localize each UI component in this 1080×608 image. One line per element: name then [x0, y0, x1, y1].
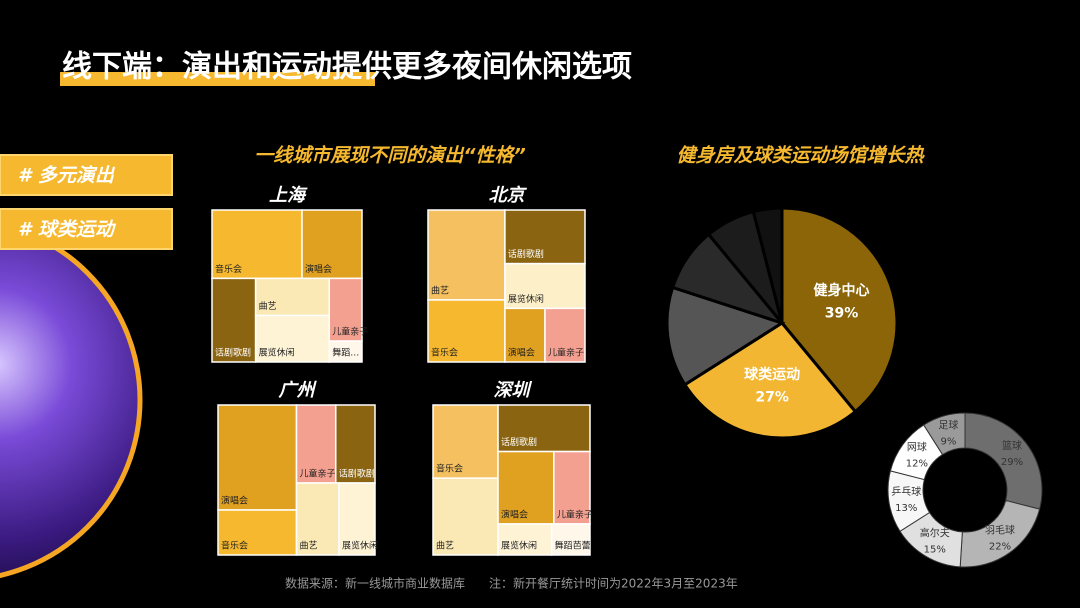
slice-label: 羽毛球: [985, 524, 1015, 537]
treemap-cell: [295, 482, 340, 556]
treemap-cell: [497, 523, 553, 556]
source-note: 数据来源：新一线城市商业数据库 注：新开餐厅统计时间为2022年3月至2023年: [285, 576, 738, 591]
pie-slice: [665, 285, 786, 387]
donut-segment: [964, 412, 1043, 510]
value-label: 15%: [924, 545, 946, 556]
cell-label: 演唱会: [501, 508, 528, 520]
cell-label: 儿童亲子: [332, 326, 368, 338]
treemap-cell: [217, 404, 298, 511]
tag-box: [0, 208, 173, 250]
cell-label: 展览休闲: [501, 540, 537, 552]
treemap-cell: [295, 404, 337, 484]
cell-label: 曲艺: [300, 541, 318, 552]
pie-slice: [682, 321, 858, 440]
treemap-cell: [504, 262, 586, 310]
cell-label: 儿童亲子: [300, 468, 336, 480]
cell-label: 话剧歌剧: [508, 248, 544, 260]
cell-label: 展览休闲: [508, 293, 544, 305]
cell-label: 舞蹈芭蕾: [555, 540, 591, 552]
chart-title: 健身房及球类运动场馆增长热: [676, 145, 925, 167]
treemap-title: 北京: [489, 185, 528, 206]
value-label: 22%: [989, 542, 1011, 553]
title: 线下端：演出和运动提供更多夜间休闲选项: [62, 50, 632, 85]
section-title: 一线城市展现不同的演出“性格”: [254, 145, 525, 167]
slice-label: 篮球: [1002, 439, 1022, 452]
value-label: 29%: [1001, 457, 1023, 468]
treemap-cell: [254, 277, 331, 317]
slice-label: 乒乓球: [891, 485, 921, 498]
treemap-cell: [553, 450, 591, 525]
treemap-cell: [504, 209, 586, 265]
treemap-cell: [544, 307, 586, 363]
value-label: 13%: [895, 503, 917, 514]
value-label: 39%: [825, 305, 859, 321]
cell-label: 音乐会: [431, 347, 458, 359]
cell-label: 儿童亲子: [548, 347, 584, 359]
cell-label: 音乐会: [221, 540, 248, 552]
treemap-cell: [211, 277, 257, 363]
cell-label: 展览休闲: [259, 347, 295, 359]
cell-label: 演唱会: [221, 495, 248, 507]
cell-label: 演唱会: [508, 347, 535, 359]
cell-label: 演唱会: [305, 263, 332, 275]
treemap-title: 上海: [269, 185, 308, 206]
cell-label: 话剧歌剧: [339, 468, 375, 480]
slice-label: 高尔夫: [920, 527, 950, 540]
value-label: 9%: [940, 436, 956, 447]
value-label: 27%: [755, 389, 789, 405]
tag-box: [0, 154, 173, 196]
treemap-cell: [432, 477, 499, 556]
cell-label: 展览休闲: [342, 540, 378, 552]
treemap-cell: [328, 340, 363, 363]
slice-label: 足球: [938, 418, 958, 431]
cell-label: 音乐会: [436, 463, 463, 475]
treemap-cell: [335, 404, 376, 484]
cell-label: 曲艺: [436, 541, 454, 552]
slice-label: 健身中心: [814, 282, 870, 299]
treemap-cell: [497, 404, 591, 453]
slice-label: 球类运动: [744, 366, 800, 383]
donut-segment: [923, 412, 966, 456]
pie-slice: [751, 206, 784, 324]
concert-image: [0, 221, 143, 579]
slice-label: 网球: [907, 441, 927, 454]
treemap-cell: [427, 209, 506, 301]
treemap-title: 深圳: [494, 380, 533, 401]
treemap-cell: [328, 277, 363, 342]
pie-slice: [780, 206, 899, 414]
tag: # 多元演出: [18, 165, 116, 187]
cell-label: 儿童亲子: [557, 508, 593, 520]
cell-label: 话剧歌剧: [215, 347, 251, 359]
cell-label: 曲艺: [431, 285, 449, 296]
title-highlight: [60, 72, 375, 86]
tag: # 球类运动: [18, 219, 117, 241]
treemap-cell: [217, 509, 298, 556]
cell-label: 曲艺: [259, 301, 277, 312]
treemap-cell: [254, 314, 331, 363]
treemap-cell: [427, 299, 506, 363]
treemap-cell: [338, 482, 376, 556]
treemap-cell: [504, 307, 546, 363]
treemap-cell: [550, 523, 591, 556]
cell-label: 舞蹈…: [332, 348, 359, 359]
cell-label: 音乐会: [215, 263, 242, 275]
value-label: 12%: [906, 459, 928, 470]
cell-label: 话剧歌剧: [501, 436, 537, 448]
treemap-title: 广州: [279, 380, 318, 401]
